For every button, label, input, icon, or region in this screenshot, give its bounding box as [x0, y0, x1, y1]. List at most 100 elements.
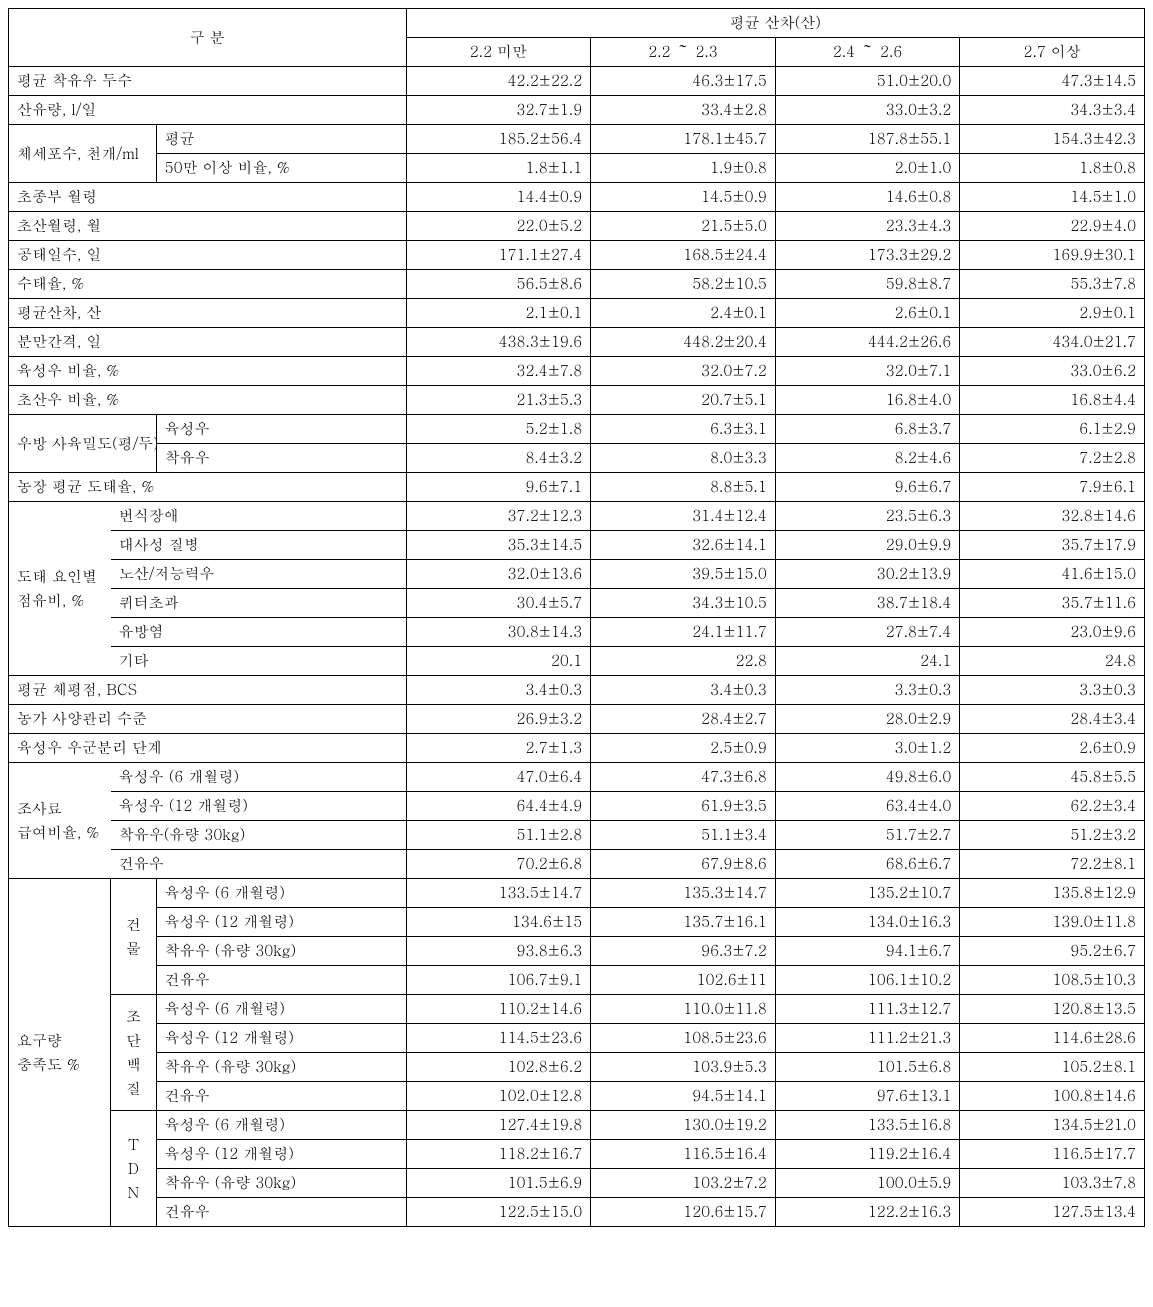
v3: 51.2±3.2 — [960, 821, 1145, 850]
label: 육성우 (6 개월령) — [156, 995, 406, 1024]
v1: 61.9±3.5 — [591, 792, 776, 821]
v3: 14.5±1.0 — [960, 183, 1145, 212]
v1: 20.7±5.1 — [591, 386, 776, 415]
v2: 187.8±55.1 — [775, 125, 960, 154]
v2: 30.2±13.9 — [775, 560, 960, 589]
v3: 41.6±15.0 — [960, 560, 1145, 589]
label: 육성우 비율, % — [9, 357, 407, 386]
v3: 100.8±14.6 — [960, 1082, 1145, 1111]
row-req-dm-2: 착유우 (유량 30kg)93.8±6.396.3±7.294.1±6.795.… — [9, 937, 1145, 966]
forage-l1: 조사료 — [17, 798, 62, 819]
label: 육성우 우군분리 단계 — [9, 734, 407, 763]
v2: 94.1±6.7 — [775, 937, 960, 966]
row-cull-rate: 농장 평균 도태율, %9.6±7.18.8±5.19.6±6.77.9±6.1 — [9, 473, 1145, 502]
row-label-header: 구 분 — [9, 9, 407, 67]
req-sub-tdn: T D N — [111, 1111, 156, 1227]
row-avg-milking-cows: 평균 착유우 두수 42.2±22.2 46.3±17.5 51.0±20.0 … — [9, 67, 1145, 96]
v2: 119.2±16.4 — [775, 1140, 960, 1169]
row-cull-4: 유방염30.8±14.324.1±11.727.8±7.423.0±9.6 — [9, 618, 1145, 647]
label: 초종부 월령 — [9, 183, 407, 212]
v0: 70.2±6.8 — [406, 850, 591, 879]
row-single-2: 공태일수, 일171.1±27.4168.5±24.4173.3±29.2169… — [9, 241, 1145, 270]
v2: 51.0±20.0 — [775, 67, 960, 96]
row-single-5: 분만간격, 일438.3±19.6448.2±20.4444.2±26.6434… — [9, 328, 1145, 357]
v1: 32.0±7.2 — [591, 357, 776, 386]
label: 번식장애 — [111, 502, 406, 531]
v0: 106.7±9.1 — [406, 966, 591, 995]
v0: 93.8±6.3 — [406, 937, 591, 966]
v2: 2.0±1.0 — [775, 154, 960, 183]
v3: 32.8±14.6 — [960, 502, 1145, 531]
v0: 30.4±5.7 — [406, 589, 591, 618]
v1: 120.6±15.7 — [591, 1198, 776, 1227]
label: 대사성 질병 — [111, 531, 406, 560]
v3: 139.0±11.8 — [960, 908, 1145, 937]
v0: 102.8±6.2 — [406, 1053, 591, 1082]
v1: 58.2±10.5 — [591, 270, 776, 299]
v3: 16.8±4.4 — [960, 386, 1145, 415]
v1: 14.5±0.9 — [591, 183, 776, 212]
v1: 21.5±5.0 — [591, 212, 776, 241]
v0: 32.7±1.9 — [406, 96, 591, 125]
cull-group-l2: 점유비, % — [17, 590, 84, 611]
label: 건유우 — [156, 1082, 406, 1111]
v2: 100.0±5.9 — [775, 1169, 960, 1198]
v0: 9.6±7.1 — [406, 473, 591, 502]
v0: 3.4±0.3 — [406, 676, 591, 705]
row-density-1: 착유우 8.4±3.28.0±3.38.2±4.67.2±2.8 — [9, 444, 1145, 473]
v0: 37.2±12.3 — [406, 502, 591, 531]
v2: 135.2±10.7 — [775, 879, 960, 908]
row-scc-mean: 체세포수, 천개/ml 평균 185.2±56.4 178.1±45.7 187… — [9, 125, 1145, 154]
row-req-tdn-1: 육성우 (12 개월령)118.2±16.7116.5±16.4119.2±16… — [9, 1140, 1145, 1169]
v2: 28.0±2.9 — [775, 705, 960, 734]
row-req-tdn-3: 건유우122.5±15.0120.6±15.7122.2±16.3127.5±1… — [9, 1198, 1145, 1227]
v0: 51.1±2.8 — [406, 821, 591, 850]
label: 퀴터초과 — [111, 589, 406, 618]
v0: 134.6±15 — [406, 908, 591, 937]
label: 육성우 (12 개월령) — [156, 1024, 406, 1053]
row-cull-2: 노산/저능력우32.0±13.639.5±15.030.2±13.941.6±1… — [9, 560, 1145, 589]
label: 분만간격, 일 — [9, 328, 407, 357]
label: 착유우 (유량 30kg) — [156, 937, 406, 966]
v3: 35.7±17.9 — [960, 531, 1145, 560]
row-req-dm-1: 육성우 (12 개월령)134.6±15135.7±16.1134.0±16.3… — [9, 908, 1145, 937]
v2: 24.1 — [775, 647, 960, 676]
row-forage-3: 건유우70.2±6.867.9±8.668.6±6.772.2±8.1 — [9, 850, 1145, 879]
v2: 106.1±10.2 — [775, 966, 960, 995]
v2: 6.8±3.7 — [775, 415, 960, 444]
label: 육성우 (12 개월령) — [156, 908, 406, 937]
v2: 97.6±13.1 — [775, 1082, 960, 1111]
v2: 173.3±29.2 — [775, 241, 960, 270]
row-forage-0: 조사료 급여비율, % 육성우 (6 개월령) 47.0±6.447.3±6.8… — [9, 763, 1145, 792]
v2: 27.8±7.4 — [775, 618, 960, 647]
scc-group-label: 체세포수, 천개/ml — [9, 125, 157, 183]
label: 노산/저능력우 — [111, 560, 406, 589]
v2: 51.7±2.7 — [775, 821, 960, 850]
row-req-tdn-2: 착유우 (유량 30kg)101.5±6.9103.2±7.2100.0±5.9… — [9, 1169, 1145, 1198]
v0: 21.3±5.3 — [406, 386, 591, 415]
v1: 96.3±7.2 — [591, 937, 776, 966]
v0: 8.4±3.2 — [406, 444, 591, 473]
v2: 59.8±8.7 — [775, 270, 960, 299]
v2: 8.2±4.6 — [775, 444, 960, 473]
v3: 434.0±21.7 — [960, 328, 1145, 357]
v1: 1.9±0.8 — [591, 154, 776, 183]
v1: 47.3±6.8 — [591, 763, 776, 792]
v0: 20.1 — [406, 647, 591, 676]
v0: 114.5±23.6 — [406, 1024, 591, 1053]
label: 평균 체평점, BCS — [9, 676, 407, 705]
v2: 101.5±6.8 — [775, 1053, 960, 1082]
v1: 135.7±16.1 — [591, 908, 776, 937]
v0: 101.5±6.9 — [406, 1169, 591, 1198]
v1: 22.8 — [591, 647, 776, 676]
label: 초산월령, 월 — [9, 212, 407, 241]
row-forage-2: 착유우(유량 30kg)51.1±2.851.1±3.451.7±2.751.2… — [9, 821, 1145, 850]
v1: 103.2±7.2 — [591, 1169, 776, 1198]
row-req-cp-0: 조 단 백 질 육성우 (6 개월령) 110.2±14.6110.0±11.8… — [9, 995, 1145, 1024]
v1: 3.4±0.3 — [591, 676, 776, 705]
v0: 127.4±19.8 — [406, 1111, 591, 1140]
v1: 24.1±11.7 — [591, 618, 776, 647]
v3: 33.0±6.2 — [960, 357, 1145, 386]
v1: 110.0±11.8 — [591, 995, 776, 1024]
v3: 2.6±0.9 — [960, 734, 1145, 763]
